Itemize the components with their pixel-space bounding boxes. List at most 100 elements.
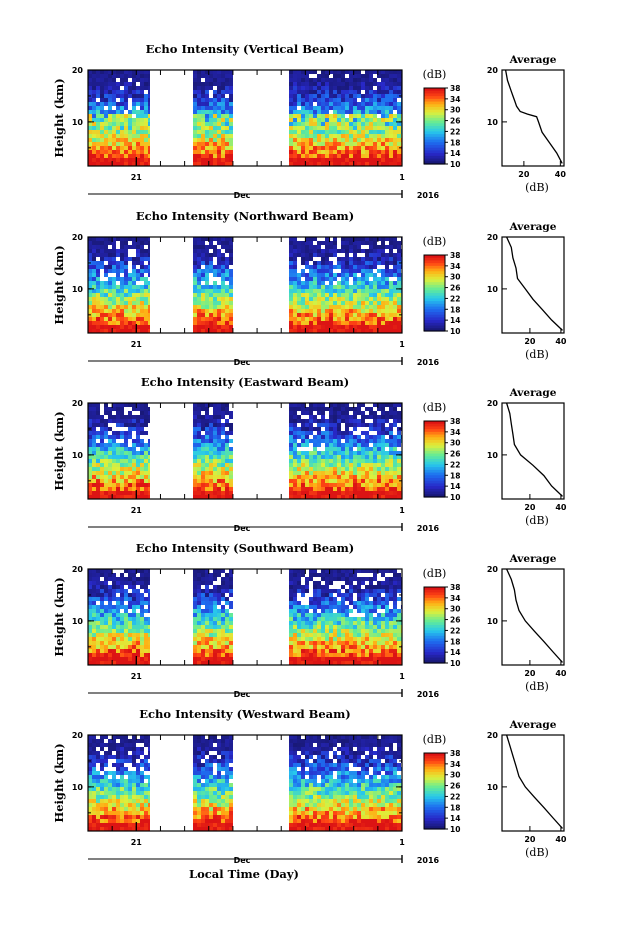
heatmap-cell — [205, 577, 209, 581]
heatmap-cell — [341, 102, 345, 106]
heatmap-cell — [305, 657, 309, 661]
heatmap-cell — [381, 459, 385, 463]
heatmap-cell — [309, 431, 313, 435]
heatmap-cell — [381, 467, 385, 471]
heatmap-cell — [213, 142, 217, 146]
heatmap-cell — [337, 483, 341, 487]
heatmap-cell — [389, 158, 393, 162]
heatmap-cell — [289, 637, 293, 641]
heatmap-cell — [140, 118, 144, 122]
heatmap-cell — [321, 403, 325, 407]
heatmap-cell — [116, 585, 120, 589]
heatmap-cell — [116, 126, 120, 130]
heatmap-cell — [209, 285, 213, 289]
heatmap-cell — [108, 609, 112, 613]
heatmap-cell — [92, 317, 96, 321]
heatmap-cell — [361, 162, 365, 166]
heatmap-cell — [209, 297, 213, 301]
heatmap-cell — [301, 451, 305, 455]
heatmap-cell — [221, 463, 225, 467]
heatmap-cell — [325, 573, 329, 577]
heatmap-cell — [393, 134, 397, 138]
heatmap-cell — [369, 491, 373, 495]
heatmap-cell — [341, 249, 345, 253]
heatmap-cell — [293, 82, 297, 86]
heatmap-cell — [293, 293, 297, 297]
heatmap-cell — [317, 277, 321, 281]
heatmap-cell — [148, 86, 150, 90]
heatmap-cell — [88, 265, 92, 269]
heatmap-cell — [361, 122, 365, 126]
heatmap-cell — [349, 649, 353, 653]
heatmap-cell — [357, 293, 361, 297]
heatmap-cell — [301, 471, 305, 475]
colorbar-swatch — [424, 287, 445, 291]
heatmap-cell — [120, 102, 124, 106]
heatmap-cell — [148, 249, 150, 253]
heatmap-cell — [341, 605, 345, 609]
heatmap-cell — [229, 142, 233, 146]
heatmap-cell — [201, 237, 205, 241]
heatmap-cell — [389, 154, 393, 158]
heatmap-cell — [317, 451, 321, 455]
heatmap-cell — [124, 277, 128, 281]
heatmap-cell — [337, 593, 341, 597]
heatmap-cell — [353, 261, 357, 265]
heatmap-cell — [136, 110, 140, 114]
heatmap-cell — [140, 573, 144, 577]
heatmap-cell — [397, 249, 401, 253]
heatmap-cell — [305, 118, 309, 122]
heatmap-cell — [305, 126, 309, 130]
heatmap-cell — [201, 625, 205, 629]
heatmap-cell — [325, 439, 329, 443]
heatmap-cell — [96, 633, 100, 637]
heatmap-cell — [361, 86, 365, 90]
heatmap-cell — [301, 313, 305, 317]
heatmap-cell — [333, 641, 337, 645]
heatmap-cell — [205, 249, 209, 253]
heatmap-cell — [225, 629, 229, 633]
heatmap-cell — [225, 158, 229, 162]
heatmap-cell — [221, 641, 225, 645]
heatmap-cell — [193, 146, 197, 150]
heatmap-cell — [140, 629, 144, 633]
heatmap-cell — [297, 241, 301, 245]
heatmap-cell — [361, 487, 365, 491]
colorbar-swatch — [424, 478, 445, 482]
heatmap-cell — [197, 605, 201, 609]
heatmap-cell — [193, 637, 197, 641]
heatmap-cell — [357, 269, 361, 273]
heatmap-cell — [116, 451, 120, 455]
heatmap-cell — [120, 321, 124, 325]
heatmap-cell — [393, 261, 397, 265]
heatmap-cell — [321, 439, 325, 443]
heatmap-cell — [325, 305, 329, 309]
heatmap-cell — [144, 459, 148, 463]
heatmap-cell — [132, 325, 136, 329]
heatmap-cell — [140, 130, 144, 134]
heatmap-cell — [100, 483, 104, 487]
heatmap-cell — [108, 317, 112, 321]
heatmap-cell — [132, 653, 136, 657]
heatmap-cell — [345, 439, 349, 443]
heatmap-cell — [120, 114, 124, 118]
heatmap-cell — [293, 435, 297, 439]
heatmap-cell — [128, 423, 132, 427]
heatmap-cell — [373, 443, 377, 447]
heatmap-cell — [341, 134, 345, 138]
heatmap-cell — [301, 653, 305, 657]
heatmap-cell — [108, 407, 112, 411]
heatmap-cell — [213, 569, 217, 573]
heatmap-cell — [337, 317, 341, 321]
heatmap-cell — [329, 455, 333, 459]
heatmap-cell — [205, 126, 209, 130]
heatmap-cell — [353, 313, 357, 317]
heatmap-cell — [313, 90, 317, 94]
heatmap-cell — [144, 313, 148, 317]
heatmap-cell — [100, 601, 104, 605]
heatmap-cell — [301, 593, 305, 597]
heatmap-cell — [148, 451, 150, 455]
heatmap-cell — [321, 487, 325, 491]
heatmap-cell — [337, 431, 341, 435]
heatmap-cell — [88, 293, 92, 297]
